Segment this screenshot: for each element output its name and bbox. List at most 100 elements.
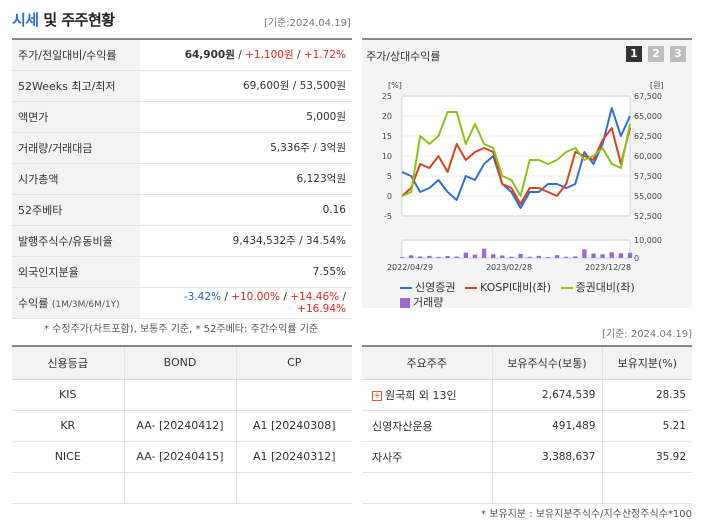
volume-bar: [573, 256, 578, 258]
chart-legend: 신영증권 KOSPI대비(좌) 증권대비(좌) 거래량: [400, 280, 670, 310]
right-axis-unit: [원]: [650, 81, 664, 90]
volume-bar: [481, 248, 487, 258]
left-tick-label: 20: [382, 112, 392, 121]
legend-item: 신영증권: [400, 281, 455, 294]
returns-periods: (1M/3M/6M/1Y): [51, 299, 120, 310]
shareholder-name-text: 원국희 외 13인: [385, 388, 457, 402]
stake-pct: [601, 472, 692, 504]
volume-bar: [500, 255, 505, 258]
row-label: 외국인지분율: [12, 256, 140, 288]
asof-date: [기준:2024.04.19]: [264, 18, 351, 29]
cp-rating: [235, 472, 352, 504]
volume-bar: [536, 255, 541, 258]
table-row: KIS: [12, 379, 352, 411]
chart-tab-3[interactable]: 3: [670, 46, 686, 62]
table-header-row: 주요주주 보유주식수(보통) 보유지분(%): [362, 345, 692, 380]
shares-held: 3,388,637: [491, 441, 602, 473]
row-label: 수익률 (1M/3M/6M/1Y): [12, 287, 140, 319]
row-value: 69,600원 / 53,500원: [140, 70, 352, 102]
row-value: 6,123억원: [140, 163, 352, 195]
left-tick-label: 5: [387, 172, 392, 181]
price-change-pct: +1.72%: [303, 49, 346, 62]
title-highlight: 시세: [12, 11, 39, 29]
chart-tab-1[interactable]: 1: [626, 46, 642, 62]
row-label: 액면가: [12, 101, 140, 133]
col-header: 신용등급: [12, 345, 124, 380]
row-value: 5,336주 / 3억원: [140, 132, 352, 164]
left-tick-label: 25: [382, 92, 392, 101]
chart-title: 주가/상대수익률: [366, 50, 441, 63]
right-tick-label: 65,000: [634, 112, 662, 121]
volume-bar: [399, 257, 405, 258]
row-label: 시가총액: [12, 163, 140, 195]
volume-tick-label: 0: [634, 254, 639, 263]
stake-pct: 5.21: [601, 410, 692, 442]
table-row: 신영자산운용 491,489 5.21: [362, 410, 692, 442]
series-line: [401, 107, 631, 209]
stake-pct: 35.92: [601, 441, 692, 473]
legend-label: 신영증권: [415, 281, 456, 294]
volume-bar: [418, 256, 423, 258]
legend-swatch: [560, 287, 573, 289]
price-footnote: * 수정주가(차트포함), 보통주 기준, * 52주베타: 주간수익률 기준: [44, 324, 319, 335]
bond-rating: [123, 379, 236, 411]
volume-bar: [408, 255, 414, 258]
row-label: 52Weeks 최고/최저: [12, 70, 140, 102]
cp-rating: A1 [20240312]: [235, 441, 352, 473]
table-row: 외국인지분율 7.55%: [12, 256, 352, 288]
col-header: 주요주주: [362, 345, 492, 380]
col-header: 보유주식수(보통): [491, 345, 602, 380]
legend-swatch: [400, 287, 412, 289]
credit-table: 신용등급 BOND CP KIS KR AA- [20240412] A1 [2…: [12, 345, 352, 504]
left-tick-label: 15: [382, 132, 392, 141]
volume-bar: [591, 253, 596, 258]
x-tick-label: 2022/04/29: [387, 263, 433, 272]
bond-rating: AA- [20240415]: [123, 441, 236, 473]
shareholder-name[interactable]: + 원국희 외 13인: [362, 379, 492, 411]
shares-held: 2,674,539: [491, 379, 602, 411]
volume-bar: [427, 255, 432, 258]
volume-bar: [472, 254, 478, 258]
table-row: + 원국희 외 13인 2,674,539 28.35: [362, 379, 692, 411]
series-line: [401, 127, 631, 205]
volume-bar: [518, 253, 523, 258]
legend-label: 증권대비(좌): [575, 281, 635, 294]
volume-bar: [582, 249, 587, 258]
volume-tick-label: 10,000: [634, 236, 662, 245]
legend-swatch: [464, 287, 477, 289]
returns-label: 수익률: [18, 296, 49, 310]
credit-agency: KR: [12, 410, 124, 442]
row-value: 64,900원 / +1,100원 / +1.72%: [140, 38, 352, 71]
shareholder-footnote: * 보유지분 : 보유지분주식수/지수산정주식수*100: [481, 509, 692, 520]
volume-bar: [463, 252, 469, 258]
left-tick-label: 0: [387, 192, 392, 201]
volume-bar: [600, 254, 605, 258]
shareholder-name: 신영자산운용: [362, 410, 492, 442]
volume-area: [401, 239, 631, 259]
section-title: 시세 및 주주현황: [12, 9, 115, 30]
table-row: 수익률 (1M/3M/6M/1Y) -3.42% / +10.00% / +14…: [12, 287, 352, 319]
x-tick-label: 2023/02/28: [486, 263, 532, 272]
volume-bar: [527, 256, 532, 258]
series-line: [401, 111, 631, 197]
shares-held: [491, 472, 602, 504]
table-row: 액면가 5,000원: [12, 101, 352, 133]
return-3m: +10.00%: [231, 290, 281, 303]
volume-bar: [545, 257, 551, 258]
chart-tab-2[interactable]: 2: [648, 46, 664, 62]
volume-bar: [454, 256, 459, 258]
col-header: BOND: [123, 345, 236, 380]
shareholder-asof: [기준: 2024.04.19]: [601, 329, 692, 340]
bond-rating: AA- [20240412]: [123, 410, 236, 442]
legend-label: 거래량: [413, 296, 444, 309]
return-1y: +16.94%: [297, 302, 346, 315]
current-price: 64,900원: [184, 49, 235, 62]
volume-bar: [627, 252, 633, 258]
right-tick-label: 60,000: [634, 152, 662, 161]
col-header: 보유지분(%): [601, 345, 692, 380]
row-label: 52주베타: [12, 194, 140, 226]
right-tick-label: 62,500: [634, 132, 662, 141]
table-row: 시가총액 6,123억원: [12, 163, 352, 195]
expand-plus-icon[interactable]: +: [372, 390, 382, 401]
